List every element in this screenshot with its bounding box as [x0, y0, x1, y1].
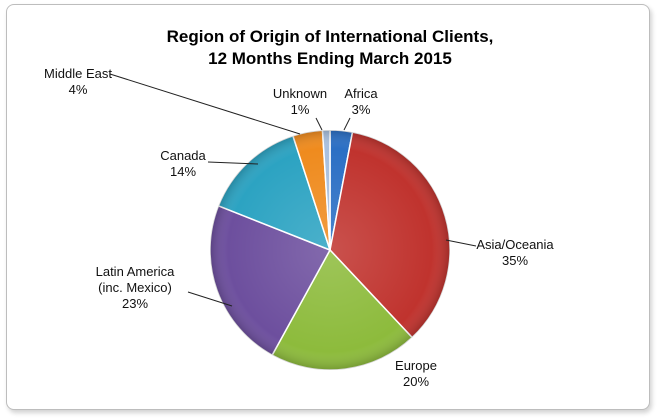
slice-label-latin-america-line2: (inc. Mexico): [98, 280, 172, 295]
slice-value-unknown: 1%: [291, 102, 310, 117]
chart-subtitle: 12 Months Ending March 2015: [208, 49, 452, 68]
leader-line-middle-east: [109, 73, 301, 135]
slice-label-africa: Africa: [344, 86, 378, 101]
slice-value-canada: 14%: [170, 164, 196, 179]
slice-label-latin-america: Latin America: [96, 264, 176, 279]
leader-line-asia-oceania: [445, 239, 477, 247]
slice-value-africa: 3%: [352, 102, 371, 117]
leader-line-unknown: [315, 117, 323, 131]
pie-slices: [209, 129, 451, 371]
leader-line-africa: [343, 117, 351, 131]
slice-label-middle-east: Middle East: [44, 66, 112, 81]
slice-value-latin-america: 23%: [122, 296, 148, 311]
slice-value-europe: 20%: [403, 374, 429, 389]
pie-shading: [210, 130, 450, 370]
slice-value-asia-oceania: 35%: [502, 253, 528, 268]
slice-label-europe: Europe: [395, 358, 437, 373]
slice-label-unknown: Unknown: [273, 86, 327, 101]
slice-label-asia-oceania: Asia/Oceania: [476, 237, 554, 252]
leader-line-latin-america: [187, 291, 233, 307]
leader-line-canada: [207, 161, 259, 165]
slice-value-middle-east: 4%: [69, 82, 88, 97]
slice-label-canada: Canada: [160, 148, 206, 163]
chart-title: Region of Origin of International Client…: [167, 27, 494, 46]
leader-lines: [109, 73, 477, 307]
